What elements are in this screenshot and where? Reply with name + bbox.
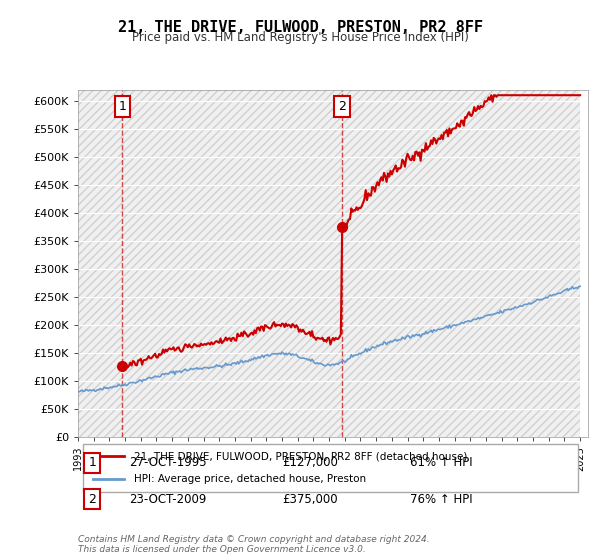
Text: £127,000: £127,000 bbox=[282, 456, 338, 469]
Text: 76% ↑ HPI: 76% ↑ HPI bbox=[409, 493, 472, 506]
Text: 2: 2 bbox=[88, 493, 96, 506]
Text: 21, THE DRIVE, FULWOOD, PRESTON, PR2 8FF (detached house): 21, THE DRIVE, FULWOOD, PRESTON, PR2 8FF… bbox=[134, 451, 467, 461]
Text: Contains HM Land Registry data © Crown copyright and database right 2024.
This d: Contains HM Land Registry data © Crown c… bbox=[78, 535, 430, 554]
Text: 23-OCT-2009: 23-OCT-2009 bbox=[129, 493, 206, 506]
Text: £375,000: £375,000 bbox=[282, 493, 338, 506]
FancyBboxPatch shape bbox=[83, 444, 578, 492]
Text: HPI: Average price, detached house, Preston: HPI: Average price, detached house, Pres… bbox=[134, 474, 366, 484]
Text: 27-OCT-1995: 27-OCT-1995 bbox=[129, 456, 206, 469]
Text: 21, THE DRIVE, FULWOOD, PRESTON, PR2 8FF: 21, THE DRIVE, FULWOOD, PRESTON, PR2 8FF bbox=[118, 20, 482, 35]
Text: 1: 1 bbox=[88, 456, 96, 469]
Text: 1: 1 bbox=[118, 100, 126, 113]
Text: 2: 2 bbox=[338, 100, 346, 113]
Text: 61% ↑ HPI: 61% ↑ HPI bbox=[409, 456, 472, 469]
Text: Price paid vs. HM Land Registry's House Price Index (HPI): Price paid vs. HM Land Registry's House … bbox=[131, 31, 469, 44]
